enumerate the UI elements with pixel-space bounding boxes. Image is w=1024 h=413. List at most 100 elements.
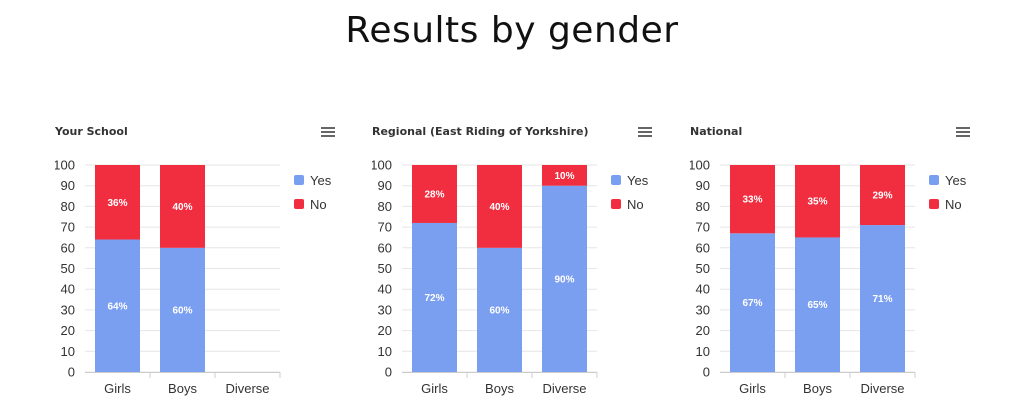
bar-segment-no — [160, 165, 205, 248]
legend-swatch-no — [294, 199, 304, 209]
y-tick-label: 30 — [61, 302, 75, 317]
chart-panel-your-school: Your School 0 10 20 30 40 50 60 70 80 90 100 64% 36%… — [55, 120, 355, 410]
y-tick-label: 40 — [61, 282, 75, 297]
bar-segment-no — [477, 165, 522, 248]
x-tick-label: Diverse — [542, 381, 586, 396]
y-tick-label: 0 — [68, 365, 75, 380]
data-label: 29% — [872, 191, 892, 202]
bar-segment-yes — [795, 237, 840, 372]
legend-label: Yes — [945, 172, 967, 188]
y-tick-label: 70 — [378, 220, 392, 235]
x-tick-label: Girls — [739, 381, 766, 396]
y-tick-label: 50 — [378, 261, 392, 276]
chart-legend: Yes No — [929, 168, 966, 216]
y-tick-label: 70 — [61, 220, 75, 235]
hamburger-menu-icon[interactable] — [956, 127, 970, 137]
y-tick-label: 40 — [696, 282, 710, 297]
data-label: 35% — [807, 197, 827, 208]
bar-segment-no — [412, 165, 457, 223]
y-tick-label: 70 — [696, 220, 710, 235]
chart-panel-regional: Regional (East Riding of Yorkshire) 0 10 2… — [372, 120, 672, 410]
y-tick-label: 90 — [61, 178, 75, 193]
chart-panel-national: National 0 10 20 30 40 50 60 70 80 90 100 67% 33% Gir… — [690, 120, 990, 410]
y-tick-label: 10 — [61, 344, 75, 359]
bar-segment-yes — [542, 185, 587, 372]
y-tick-label: 50 — [61, 261, 75, 276]
y-tick-label: 20 — [378, 323, 392, 338]
legend-swatch-yes — [929, 175, 939, 185]
legend-swatch-yes — [294, 175, 304, 185]
y-tick-label: 10 — [696, 344, 710, 359]
legend-item-yes[interactable]: Yes — [929, 168, 966, 192]
hamburger-menu-icon[interactable] — [321, 127, 335, 137]
hamburger-menu-icon[interactable] — [638, 127, 652, 137]
x-tick-label: Girls — [421, 381, 448, 396]
chart-legend: Yes No — [611, 168, 648, 216]
chart-legend: Yes No — [294, 168, 331, 216]
y-tick-label: 40 — [378, 282, 392, 297]
bar-segment-yes — [730, 233, 775, 372]
bar-segment-no — [542, 165, 587, 186]
x-tick-label: Diverse — [225, 381, 269, 396]
bar-segment-no — [795, 165, 840, 238]
data-label: 36% — [107, 198, 127, 209]
legend-label: No — [310, 196, 327, 212]
x-tick-label: Diverse — [860, 381, 904, 396]
legend-label: Yes — [310, 172, 332, 188]
legend-label: Yes — [627, 172, 649, 188]
legend-swatch-yes — [611, 175, 621, 185]
bar-segment-yes — [95, 239, 140, 372]
legend-item-yes[interactable]: Yes — [294, 168, 331, 192]
legend-label: No — [945, 196, 962, 212]
bar-segment-no — [730, 165, 775, 234]
y-tick-label: 60 — [378, 240, 392, 255]
y-tick-label: 20 — [696, 323, 710, 338]
data-label: 71% — [872, 294, 892, 305]
page-title: Results by gender — [345, 10, 679, 51]
data-label: 10% — [554, 171, 574, 182]
bar-segment-no — [95, 165, 140, 240]
legend-item-no[interactable]: No — [929, 192, 966, 216]
legend-item-no[interactable]: No — [611, 192, 648, 216]
data-label: 64% — [107, 301, 127, 312]
y-tick-label: 100 — [372, 158, 392, 173]
y-tick-label: 0 — [703, 365, 710, 380]
y-tick-label: 10 — [378, 344, 392, 359]
bar-segment-yes — [860, 225, 905, 372]
y-tick-label: 30 — [378, 302, 392, 317]
legend-item-yes[interactable]: Yes — [611, 168, 648, 192]
y-tick-label: 60 — [696, 240, 710, 255]
data-label: 90% — [554, 274, 574, 285]
y-tick-label: 80 — [696, 199, 710, 214]
legend-swatch-no — [929, 199, 939, 209]
data-label: 40% — [489, 202, 509, 213]
legend-item-no[interactable]: No — [294, 192, 331, 216]
data-label: 28% — [424, 189, 444, 200]
data-label: 40% — [172, 202, 192, 213]
data-label: 60% — [172, 305, 192, 316]
x-tick-label: Girls — [104, 381, 131, 396]
stacked-bar-chart: 0 10 20 30 40 50 60 70 80 90 100 67% 33% Girls 65% 35% B… — [690, 158, 916, 396]
y-tick-label: 50 — [696, 261, 710, 276]
stacked-bar-chart: 0 10 20 30 40 50 60 70 80 90 100 72% 28% Girls 60% 40% B… — [372, 158, 598, 396]
chart-title: National — [690, 125, 743, 138]
y-tick-label: 60 — [61, 240, 75, 255]
legend-label: No — [627, 196, 644, 212]
bar-segment-yes — [412, 222, 457, 372]
data-label: 33% — [742, 195, 762, 206]
y-tick-label: 90 — [696, 178, 710, 193]
x-tick-label: Boys — [803, 381, 832, 396]
x-tick-label: Boys — [485, 381, 514, 396]
data-label: 72% — [424, 293, 444, 304]
bar-segment-yes — [477, 247, 522, 372]
y-tick-label: 80 — [378, 199, 392, 214]
y-tick-label: 100 — [690, 158, 710, 173]
bar-segment-yes — [160, 247, 205, 372]
data-label: 67% — [742, 298, 762, 309]
bar-segment-no — [860, 165, 905, 226]
data-label: 65% — [807, 300, 827, 311]
chart-title: Your School — [55, 125, 128, 138]
y-tick-label: 100 — [55, 158, 75, 173]
y-tick-label: 30 — [696, 302, 710, 317]
